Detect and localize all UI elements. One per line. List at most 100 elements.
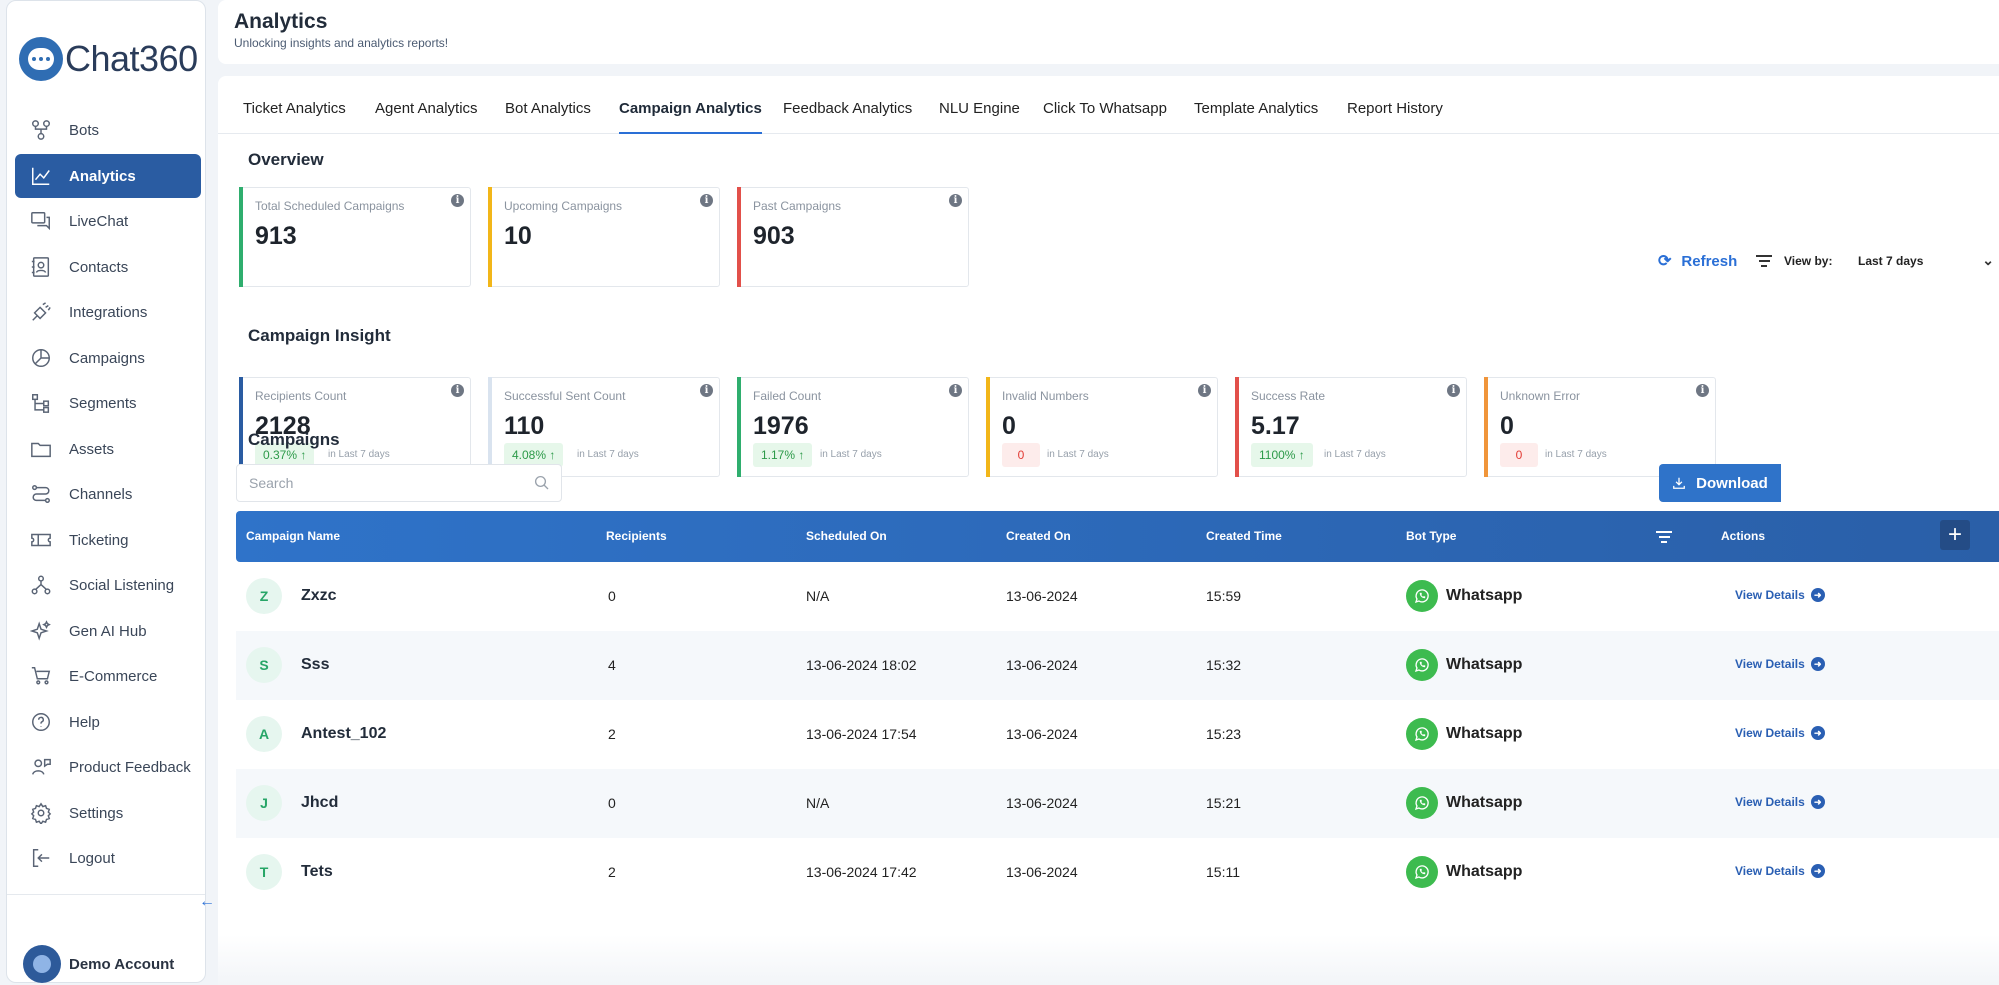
- info-icon[interactable]: i: [451, 384, 464, 397]
- sidebar-item-gen-ai-hub[interactable]: Gen AI Hub: [15, 609, 201, 653]
- sidebar-item-contacts[interactable]: Contacts: [15, 245, 201, 289]
- add-column-button[interactable]: +: [1940, 520, 1970, 550]
- info-icon[interactable]: i: [949, 194, 962, 207]
- view-details-link[interactable]: View Details ➜: [1735, 726, 1825, 740]
- sidebar-item-livechat[interactable]: LiveChat: [15, 199, 201, 243]
- account-menu[interactable]: Demo Account: [23, 945, 174, 983]
- scheduled-cell: 13-06-2024 17:54: [806, 726, 917, 742]
- sidebar-item-analytics[interactable]: Analytics: [15, 154, 201, 198]
- card-accent: [737, 377, 741, 477]
- trend-badge: 0.37% ↑: [255, 443, 315, 467]
- tab-agent-analytics[interactable]: Agent Analytics: [375, 100, 478, 117]
- filter-icon[interactable]: [1656, 528, 1672, 546]
- search-box: [236, 464, 562, 502]
- refresh-button[interactable]: ⟳ Refresh: [1658, 251, 1737, 271]
- recipients-cell: 0: [608, 795, 616, 811]
- info-icon[interactable]: i: [451, 194, 464, 207]
- arrow-right-icon: ➜: [1810, 795, 1825, 809]
- tab-ticket-analytics[interactable]: Ticket Analytics: [243, 100, 346, 117]
- logout-icon: [29, 846, 53, 870]
- campaign-initial: A: [246, 716, 282, 752]
- tab-template-analytics[interactable]: Template Analytics: [1194, 100, 1319, 117]
- trend-badge: 4.08% ↑: [504, 443, 564, 467]
- sidebar-item-ticketing[interactable]: Ticketing: [15, 518, 201, 562]
- card-value: 1976: [753, 412, 809, 440]
- trend-badge: 1.17% ↑: [753, 443, 813, 467]
- bot-type-cell: Whatsapp: [1406, 718, 1522, 750]
- info-icon[interactable]: i: [1447, 384, 1460, 397]
- overview-title: Overview: [248, 150, 324, 169]
- period-label: in Last 7 days: [328, 449, 390, 460]
- sidebar-item-segments[interactable]: Segments: [15, 381, 201, 425]
- collapse-sidebar-button[interactable]: ←: [199, 893, 229, 913]
- page-subtitle: Unlocking insights and analytics reports…: [234, 36, 449, 50]
- download-button[interactable]: Download: [1659, 464, 1781, 502]
- recipients-cell: 0: [608, 588, 616, 604]
- col-scheduled-on[interactable]: Scheduled On: [806, 529, 887, 543]
- sidebar-divider: [7, 894, 205, 895]
- col-campaign-name[interactable]: Campaign Name: [246, 529, 341, 543]
- tab-campaign-analytics[interactable]: Campaign Analytics: [619, 100, 762, 134]
- created-on-cell: 13-06-2024: [1006, 588, 1078, 604]
- tab-bot-analytics[interactable]: Bot Analytics: [505, 100, 591, 117]
- view-by-select[interactable]: Last 7 days ⌄: [1858, 252, 1994, 269]
- card-value: 10: [504, 222, 532, 250]
- insight-card-failed: Failed Count i 1976 1.17% ↑ in Last 7 da…: [737, 377, 969, 477]
- info-icon[interactable]: i: [949, 384, 962, 397]
- trend-badge: 0: [1002, 443, 1040, 467]
- insight-card-recipients: Recipients Count i 2128 0.37% ↑ in Last …: [239, 377, 471, 477]
- info-icon[interactable]: i: [700, 384, 713, 397]
- integrations-icon: [29, 300, 53, 324]
- card-value: 903: [753, 222, 795, 250]
- sidebar-item-assets[interactable]: Assets: [15, 427, 201, 471]
- table-row[interactable]: A Antest_102 2 13-06-2024 17:54 13-06-20…: [236, 700, 1999, 769]
- tab-click-to-whatsapp[interactable]: Click To Whatsapp: [1043, 100, 1167, 117]
- table-row[interactable]: S Sss 4 13-06-2024 18:02 13-06-2024 15:3…: [236, 631, 1999, 700]
- col-bot-type[interactable]: Bot Type: [1406, 529, 1457, 543]
- created-time-cell: 15:11: [1206, 864, 1240, 880]
- card-accent: [239, 377, 243, 477]
- view-details-link[interactable]: View Details ➜: [1735, 588, 1825, 602]
- sidebar-item-label: LiveChat: [69, 212, 129, 230]
- analytics-icon: [29, 164, 53, 188]
- table-row[interactable]: T Tets 2 13-06-2024 17:42 13-06-2024 15:…: [236, 838, 1999, 907]
- sidebar-item-channels[interactable]: Channels: [15, 472, 201, 516]
- view-details-link[interactable]: View Details ➜: [1735, 795, 1825, 809]
- created-on-cell: 13-06-2024: [1006, 726, 1078, 742]
- info-icon[interactable]: i: [1696, 384, 1709, 397]
- card-label: Invalid Numbers: [1002, 389, 1089, 403]
- search-input[interactable]: [237, 465, 507, 501]
- tab-report-history[interactable]: Report History: [1347, 100, 1443, 117]
- avatar: [23, 945, 61, 983]
- info-icon[interactable]: i: [700, 194, 713, 207]
- sidebar-item-settings[interactable]: Settings: [15, 791, 201, 835]
- sidebar-item-logout[interactable]: Logout: [15, 836, 201, 880]
- table-row[interactable]: J Jhcd 0 N/A 13-06-2024 15:21 Whatsapp V…: [236, 769, 1999, 838]
- sidebar-item-campaigns[interactable]: Campaigns: [15, 336, 201, 380]
- sidebar-item-label: Ticketing: [69, 531, 129, 549]
- sidebar-item-social-listening[interactable]: Social Listening: [15, 563, 201, 607]
- sidebar-item-bots[interactable]: Bots: [15, 108, 201, 152]
- period-label: in Last 7 days: [1324, 449, 1386, 460]
- overview-card-past: Past Campaigns i 903: [737, 187, 969, 287]
- col-created-on[interactable]: Created On: [1006, 529, 1071, 543]
- card-accent: [488, 377, 492, 477]
- view-by-label: View by:: [1784, 254, 1833, 268]
- view-details-link[interactable]: View Details ➜: [1735, 657, 1825, 671]
- arrow-right-icon: ➜: [1810, 588, 1825, 602]
- brand-logo[interactable]: Chat360: [19, 37, 198, 81]
- sidebar-item-integrations[interactable]: Integrations: [15, 290, 201, 334]
- card-accent: [488, 187, 492, 287]
- col-created-time[interactable]: Created Time: [1206, 529, 1282, 543]
- info-icon[interactable]: i: [1198, 384, 1211, 397]
- sidebar-item-help[interactable]: Help: [15, 700, 201, 744]
- scheduled-cell: N/A: [806, 795, 830, 811]
- col-recipients[interactable]: Recipients: [606, 529, 667, 543]
- table-row[interactable]: Z Zxzc 0 N/A 13-06-2024 15:59 Whatsapp V…: [236, 562, 1999, 631]
- sidebar-item-product-feedback[interactable]: Product Feedback: [15, 745, 201, 789]
- view-details-link[interactable]: View Details ➜: [1735, 864, 1825, 878]
- tab-nlu-engine[interactable]: NLU Engine: [939, 100, 1020, 117]
- sidebar-item-e-commerce[interactable]: E-Commerce: [15, 654, 201, 698]
- campaign-initial: J: [246, 785, 282, 821]
- tab-feedback-analytics[interactable]: Feedback Analytics: [783, 100, 913, 117]
